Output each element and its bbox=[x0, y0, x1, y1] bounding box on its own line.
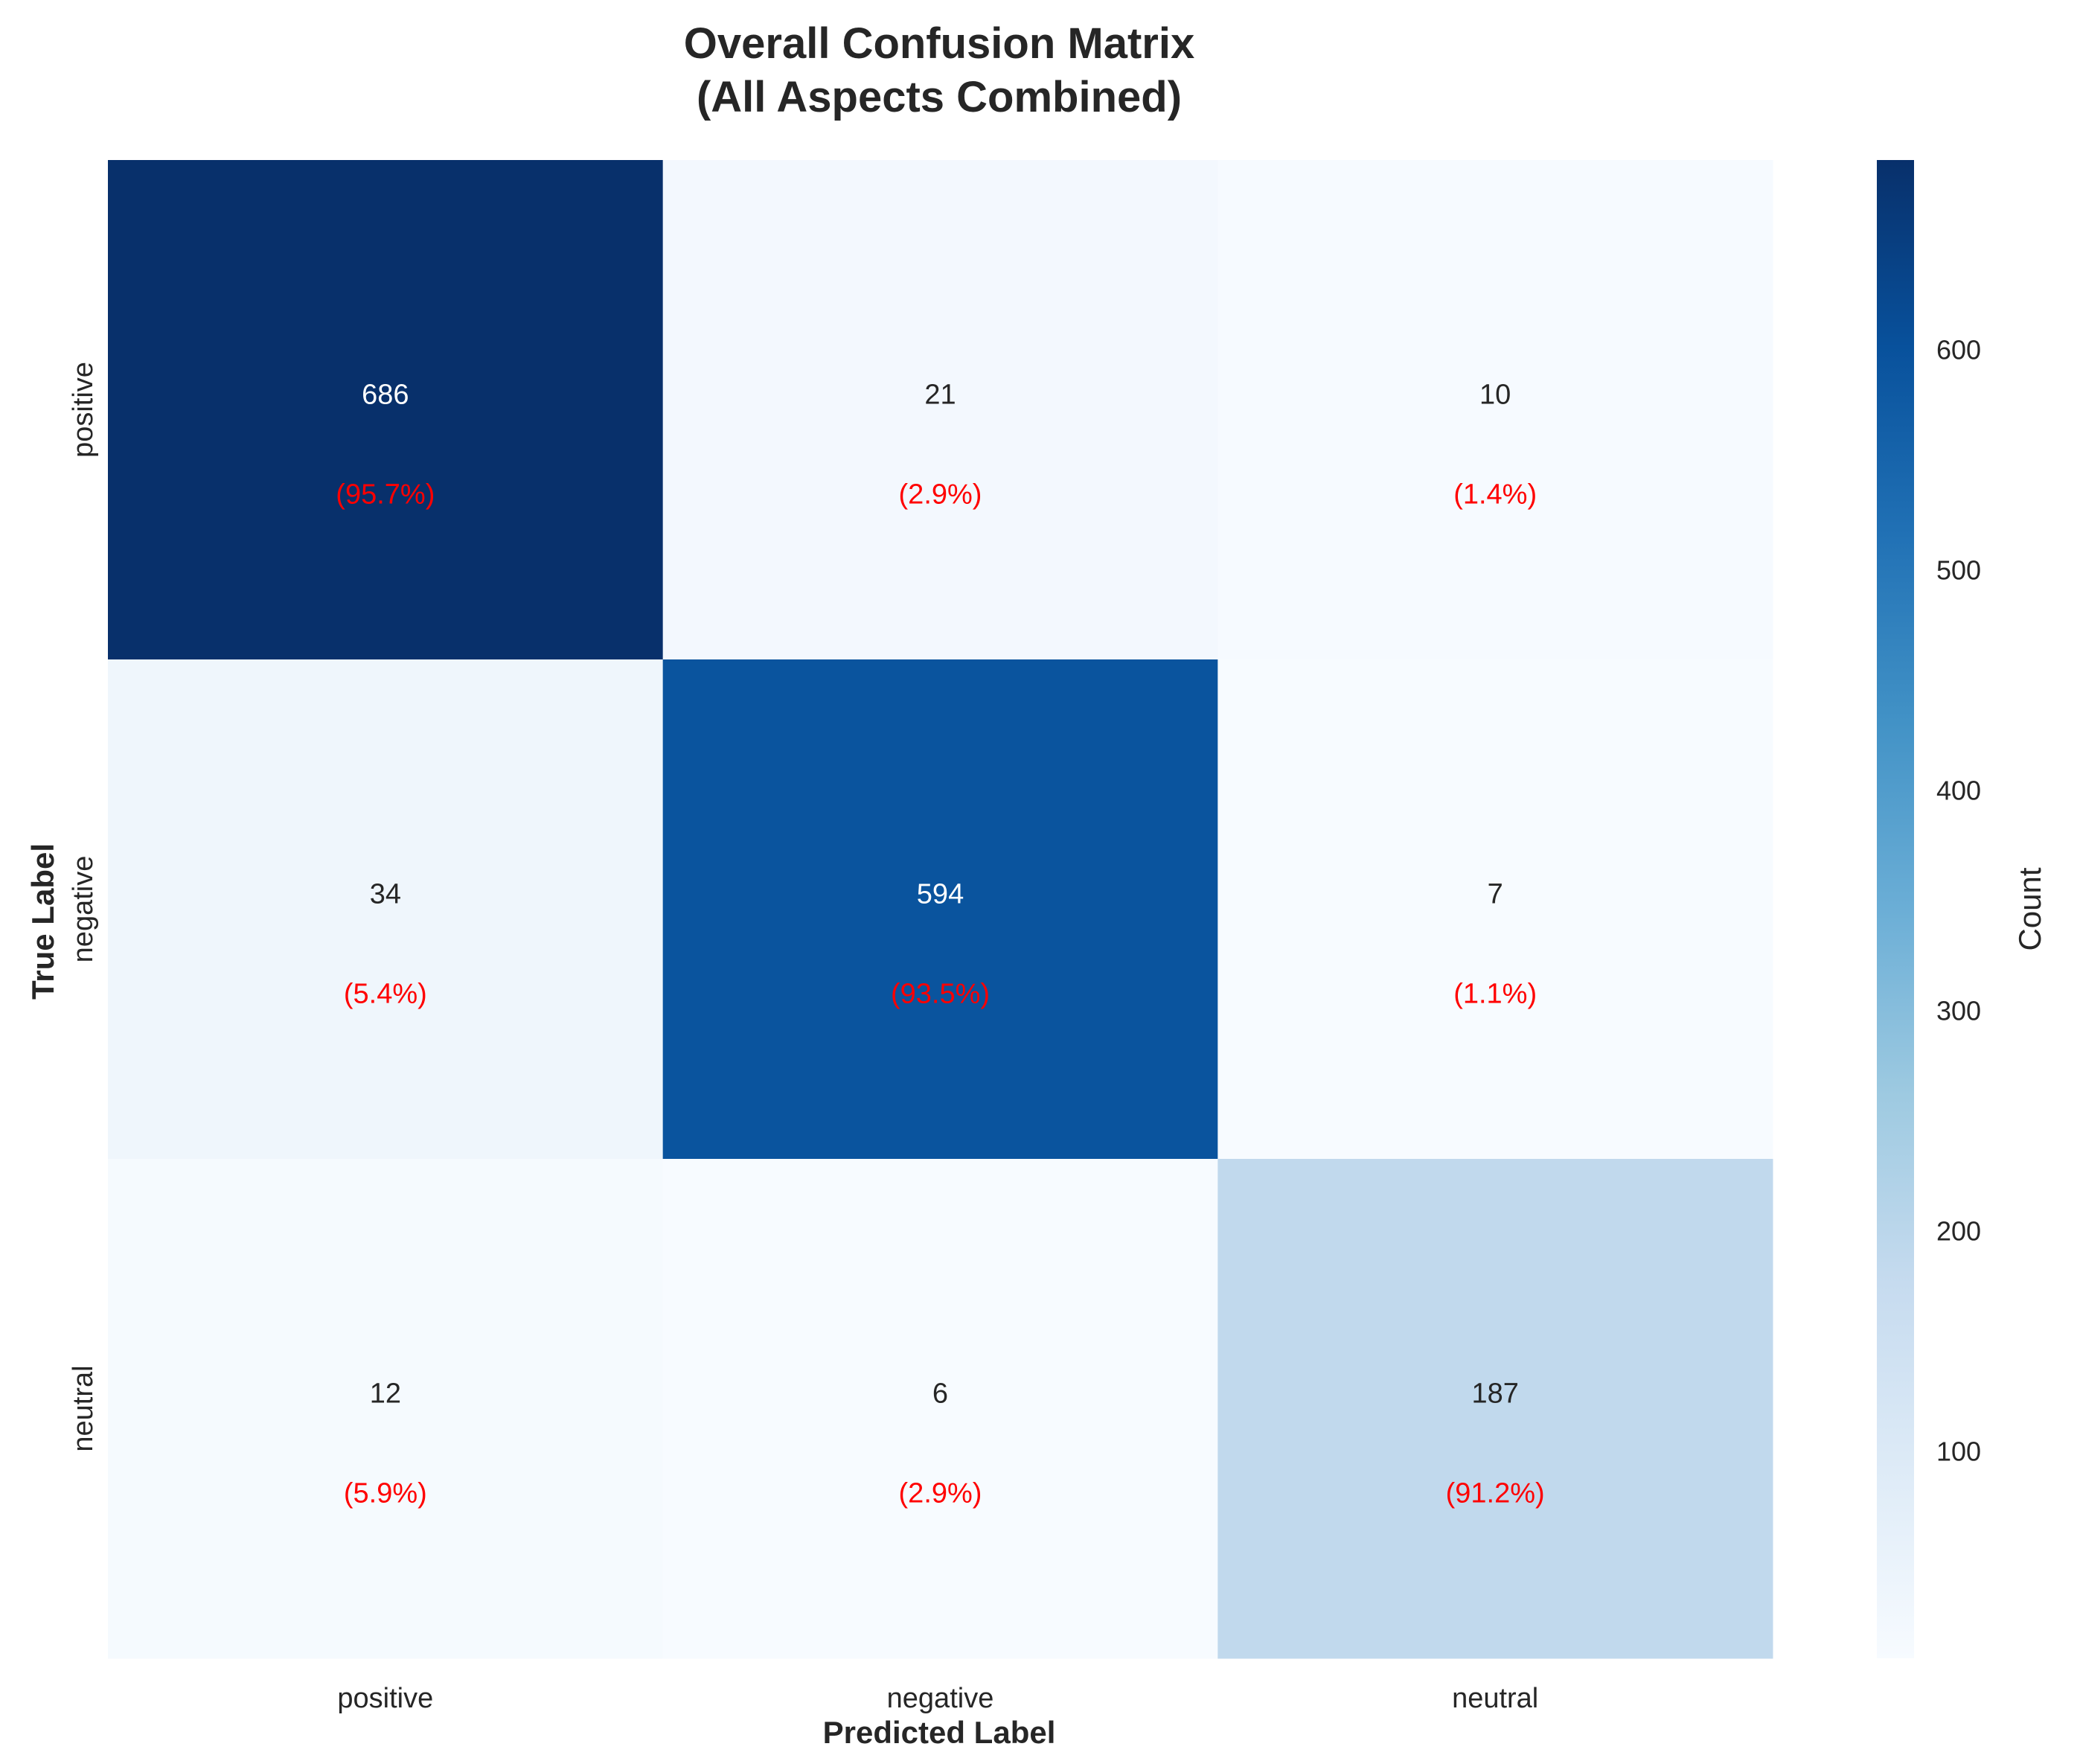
cell-percent-label: (93.5%) bbox=[891, 979, 990, 1010]
colorbar-tick-label: 200 bbox=[1936, 1216, 1981, 1247]
heatmap-cell-negative-negative bbox=[662, 659, 1218, 1160]
cell-count-label: 7 bbox=[1488, 879, 1503, 910]
cell-count-label: 12 bbox=[370, 1378, 401, 1410]
cell-percent-label: (1.4%) bbox=[1453, 479, 1537, 511]
cell-percent-label: (95.7%) bbox=[336, 479, 435, 511]
heatmap-cell-neutral-negative bbox=[662, 1159, 1218, 1659]
heatmap-cell-positive-neutral bbox=[1217, 160, 1773, 660]
y-axis-label: True Label bbox=[25, 843, 60, 1000]
colorbar-tick-label: 600 bbox=[1936, 335, 1981, 365]
cell-count-label: 594 bbox=[917, 879, 964, 910]
colorbar-label: Count bbox=[2012, 867, 2047, 950]
heatmap-cell-negative-neutral bbox=[1217, 659, 1773, 1160]
x-tick-label: positive bbox=[337, 1683, 433, 1714]
colorbar-ticks: 100 200 300 400 500 600 bbox=[1936, 335, 1981, 1467]
colorbar-tick-label: 100 bbox=[1936, 1437, 1981, 1467]
heatmap-cell-negative-positive bbox=[108, 659, 664, 1160]
heatmap-cells bbox=[108, 160, 1773, 1659]
chart-title-line-1: Overall Confusion Matrix bbox=[684, 19, 1194, 68]
y-tick-labels: positive negative neutral bbox=[68, 362, 99, 1452]
cell-percent-label: (2.9%) bbox=[899, 1478, 982, 1509]
heatmap-cell-neutral-positive bbox=[108, 1159, 664, 1659]
x-tick-label: negative bbox=[887, 1683, 994, 1714]
cell-count-label: 10 bbox=[1479, 380, 1511, 411]
chart-title-line-2: (All Aspects Combined) bbox=[697, 73, 1182, 121]
cell-percent-label: (5.9%) bbox=[344, 1478, 427, 1509]
cell-count-label: 34 bbox=[370, 879, 401, 910]
x-axis-label: Predicted Label bbox=[823, 1715, 1056, 1750]
colorbar-tick-label: 300 bbox=[1936, 996, 1981, 1026]
colorbar-gradient bbox=[1877, 160, 1914, 1658]
colorbar-tick-label: 500 bbox=[1936, 555, 1981, 586]
y-tick-label: positive bbox=[68, 362, 99, 458]
x-tick-label: neutral bbox=[1452, 1683, 1538, 1714]
colorbar: 100 200 300 400 500 600 Count bbox=[1877, 160, 2047, 1658]
heatmap-cell-positive-negative bbox=[662, 160, 1218, 660]
y-tick-label: neutral bbox=[68, 1365, 99, 1451]
heatmap-annotations: 686 (95.7%) 21 (2.9%) 10 (1.4%) 34 (5.4%) 594 (93… bbox=[336, 380, 1544, 1509]
y-tick-label: negative bbox=[68, 856, 99, 963]
cell-count-label: 21 bbox=[924, 380, 956, 411]
heatmap-cell-positive-positive bbox=[108, 160, 664, 660]
cell-percent-label: (1.1%) bbox=[1453, 979, 1537, 1010]
cell-count-label: 187 bbox=[1471, 1378, 1518, 1410]
colorbar-tick-label: 400 bbox=[1936, 776, 1981, 806]
cell-count-label: 686 bbox=[362, 380, 409, 411]
cell-percent-label: (2.9%) bbox=[899, 479, 982, 511]
cell-percent-label: (5.4%) bbox=[344, 979, 427, 1010]
chart-title: Overall Confusion Matrix (All Aspects Co… bbox=[684, 19, 1194, 121]
cell-percent-label: (91.2%) bbox=[1446, 1478, 1545, 1509]
heatmap-cell-neutral-neutral bbox=[1217, 1159, 1773, 1659]
cell-count-label: 6 bbox=[932, 1378, 948, 1410]
x-tick-labels: positive negative neutral bbox=[337, 1683, 1538, 1714]
